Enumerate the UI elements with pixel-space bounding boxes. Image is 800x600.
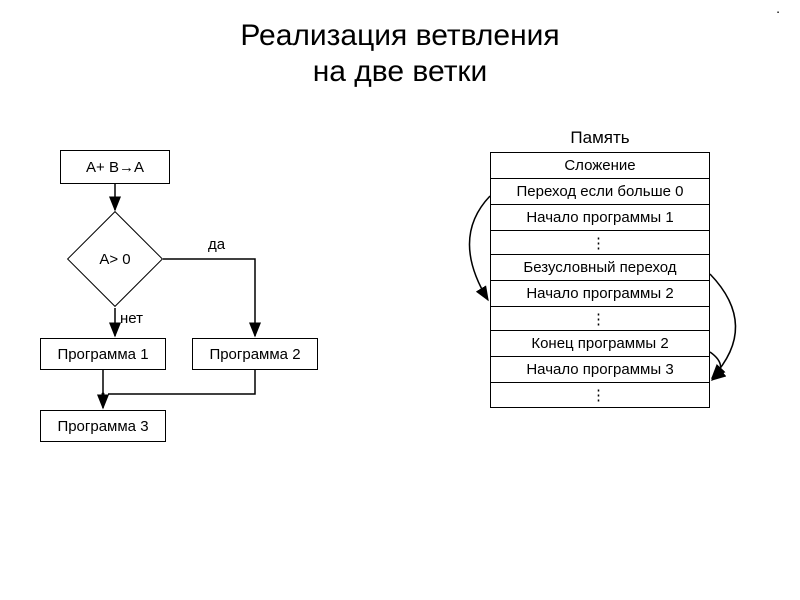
node-decision: A> 0 [81, 225, 149, 293]
node-prog1: Программа 1 [40, 338, 166, 370]
edge-label-yes: да [208, 236, 225, 253]
title-line1: Реализация ветвления [240, 19, 559, 52]
node-prog3: Программа 3 [40, 410, 166, 442]
prog2-label: Программа 2 [209, 346, 300, 363]
mem-row-6: ⋮ [491, 307, 709, 331]
decision-label: A> 0 [81, 225, 149, 293]
prog3-label: Программа 3 [57, 418, 148, 435]
node-formula-label: A+ B→A [86, 159, 144, 176]
edge-label-no: нет [120, 310, 143, 327]
mem-row-0: Сложение [491, 153, 709, 179]
prog1-label: Программа 1 [57, 346, 148, 363]
mem-row-5: Начало программы 2 [491, 281, 709, 307]
content-area: A+ B→A A> 0 да нет Программа 1 Программа… [0, 120, 800, 600]
mem-row-3: ⋮ [491, 231, 709, 255]
mem-row-2: Начало программы 1 [491, 205, 709, 231]
memory-title: Память [430, 128, 770, 148]
mem-row-7: Конец программы 2 [491, 331, 709, 357]
node-prog2: Программа 2 [192, 338, 318, 370]
memory-table: Сложение Переход если больше 0 Начало пр… [490, 152, 710, 408]
corner-mark: . [776, 0, 780, 16]
mem-row-8: Начало программы 3 [491, 357, 709, 383]
node-formula: A+ B→A [60, 150, 170, 184]
mem-row-1: Переход если больше 0 [491, 179, 709, 205]
flowchart: A+ B→A A> 0 да нет Программа 1 Программа… [20, 150, 380, 530]
title-line2: на две ветки [313, 55, 488, 88]
mem-row-9: ⋮ [491, 383, 709, 407]
memory-block: Память Сложение Переход если больше 0 На… [430, 128, 770, 408]
mem-row-4: Безусловный переход [491, 255, 709, 281]
page-title: Реализация ветвления на две ветки [0, 0, 800, 90]
